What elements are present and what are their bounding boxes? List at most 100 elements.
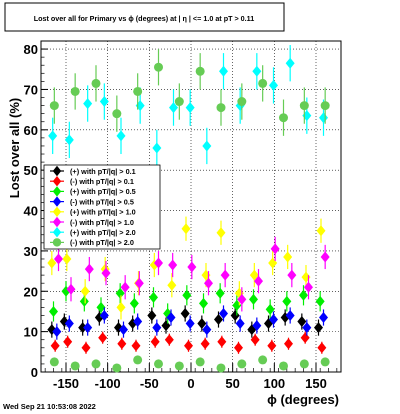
y-tick-label: 10	[24, 325, 38, 340]
y-tick-label: 40	[24, 204, 38, 219]
data-point	[112, 109, 122, 119]
data-point	[70, 86, 80, 96]
data-point	[252, 320, 262, 332]
data-point	[267, 340, 277, 352]
data-point	[249, 293, 258, 305]
y-tick-label: 50	[24, 163, 38, 178]
data-point	[299, 359, 309, 369]
data-point	[319, 312, 328, 324]
data-point	[279, 361, 288, 371]
data-point	[181, 223, 191, 235]
data-point	[279, 113, 288, 123]
data-point	[79, 295, 89, 307]
data-series	[47, 45, 330, 373]
data-point	[287, 269, 297, 281]
data-point	[317, 342, 327, 354]
data-point	[320, 251, 330, 263]
data-point	[129, 297, 139, 309]
data-point	[47, 257, 57, 269]
data-point	[117, 338, 127, 350]
y-tick-label: 80	[24, 42, 38, 57]
data-point	[297, 316, 307, 328]
data-point	[168, 259, 178, 271]
x-tick-label: 50	[225, 376, 239, 391]
series-2	[49, 281, 325, 324]
data-point	[284, 338, 293, 350]
data-point	[80, 285, 90, 297]
legend-marker	[52, 186, 62, 197]
data-point	[320, 357, 330, 367]
timestamp: Wed Sep 21 10:53:08 2022	[3, 402, 96, 411]
data-point	[81, 342, 91, 354]
x-axis: -150 -100 -50 0 50 100 150	[44, 363, 338, 391]
data-point	[96, 301, 106, 313]
legend-marker	[52, 206, 62, 217]
data-point	[269, 314, 278, 326]
data-point	[320, 101, 330, 111]
legend-marker	[52, 216, 62, 228]
data-point	[219, 307, 228, 319]
legend-marker	[52, 227, 62, 238]
series-1	[50, 331, 327, 354]
data-point	[101, 267, 111, 279]
series-6	[48, 45, 328, 167]
data-point	[315, 295, 325, 307]
data-point	[54, 253, 63, 265]
data-point	[265, 303, 275, 315]
data-point	[70, 361, 80, 371]
data-point	[314, 322, 323, 334]
data-point	[131, 340, 141, 352]
data-point	[66, 283, 76, 295]
data-point	[216, 227, 226, 239]
x-axis-label: ϕ (degrees)	[267, 392, 339, 407]
data-point	[235, 318, 245, 330]
x-tick-label: -50	[140, 376, 159, 391]
data-point	[185, 102, 195, 114]
data-point	[215, 287, 225, 299]
data-point	[78, 322, 88, 334]
x-tick-label: -150	[53, 376, 79, 391]
legend-label: (-) with pT/|q| > 2.0	[70, 238, 134, 247]
data-point	[182, 289, 192, 301]
data-point	[164, 334, 174, 346]
data-point	[285, 57, 295, 69]
data-point	[154, 257, 163, 269]
data-point	[50, 340, 60, 352]
legend-label: (+) with pT/|q| > 0.1	[70, 167, 136, 176]
data-point	[63, 336, 73, 348]
y-tick-label: 20	[24, 284, 38, 299]
legend-marker	[52, 196, 62, 207]
data-point	[152, 142, 162, 154]
legend-label: (-) with pT/|q| > 0.1	[70, 177, 134, 186]
y-axis-label: Lost over all (%)	[7, 98, 22, 198]
data-point	[174, 361, 184, 371]
legend-marker	[52, 176, 62, 187]
data-point	[316, 225, 326, 237]
y-tick-label: 70	[24, 82, 38, 97]
data-point	[220, 269, 230, 281]
data-point	[237, 359, 247, 369]
x-tick-label: 0	[187, 376, 194, 391]
data-point	[216, 103, 226, 113]
data-point	[234, 342, 243, 354]
legend: (+) with pT/|q| > 0.1(-) with pT/|q| > 0…	[43, 164, 161, 250]
data-point	[195, 66, 205, 76]
data-point	[112, 363, 122, 373]
data-point	[184, 340, 193, 352]
data-point	[282, 295, 292, 307]
data-point	[154, 62, 163, 72]
data-point	[214, 314, 223, 326]
legend-label: (+) with pT/|q| > 1.0	[70, 208, 136, 217]
data-point	[64, 318, 74, 330]
data-point	[62, 253, 72, 265]
y-tick-label: 60	[24, 123, 38, 138]
data-point	[302, 322, 312, 334]
data-point	[285, 309, 295, 321]
data-point	[197, 318, 207, 330]
data-point	[99, 309, 109, 321]
legend-marker	[52, 165, 62, 177]
data-point	[269, 79, 278, 91]
series-7	[49, 49, 330, 136]
series-5	[54, 236, 330, 312]
